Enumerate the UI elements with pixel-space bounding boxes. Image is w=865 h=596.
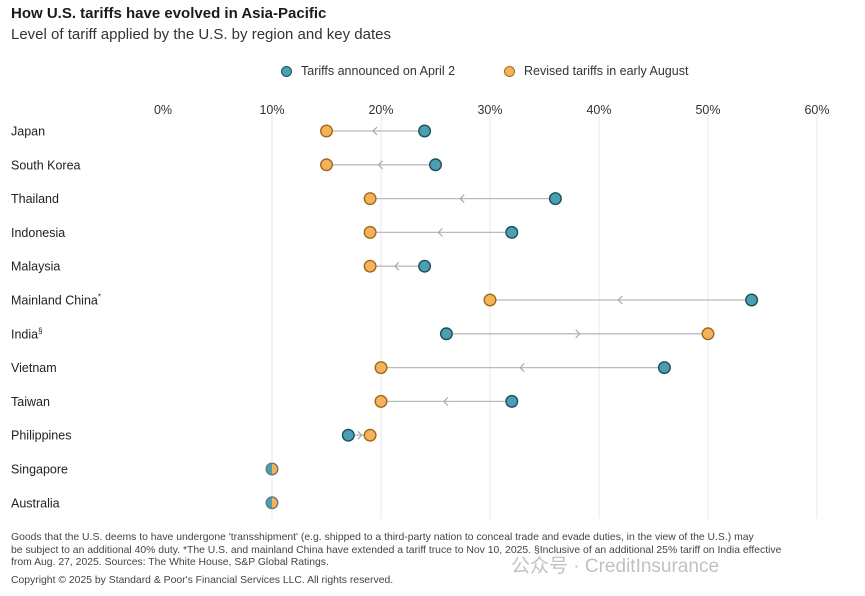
legend-label-april: Tariffs announced on April 2 (301, 64, 456, 78)
dot-april-taiwan (505, 394, 519, 408)
dot-april-thailand (548, 192, 562, 206)
dumbbell-chart: 0% 10% 20% 30% 40% 50% 60% Japan South Korea Thai… (11, 103, 830, 519)
dot-august-taiwan (374, 394, 388, 408)
chart-legend: Tariffs announced on April 2 Revised tar… (0, 64, 865, 84)
legend-swatch-august (504, 65, 515, 77)
chart-title: How U.S. tariffs have evolved in Asia-Pa… (11, 5, 327, 22)
category-label-south-korea: South Korea (11, 158, 81, 172)
dot-august-philippines (363, 428, 377, 442)
footnote: Goods that the U.S. deems to have underg… (11, 532, 851, 570)
copyright-notice: Copyright © 2025 by Standard & Poor's Fi… (11, 575, 394, 586)
dot-april-malaysia (418, 259, 432, 273)
direction-arrow-india (575, 329, 581, 339)
footnote-line-2: be subject to an additional 40% duty. *T… (11, 544, 782, 556)
legend-label-august: Revised tariffs in early August (524, 64, 689, 78)
dot-april-south-korea (429, 158, 443, 172)
direction-arrow-philippines (357, 430, 363, 440)
dot-outline-australia (265, 496, 279, 510)
category-label-taiwan: Taiwan (11, 395, 50, 409)
category-label-japan: Japan (11, 125, 45, 139)
category-label-philippines: Philippines (11, 429, 71, 443)
x-tick-label-60: 60% (804, 103, 829, 117)
footnote-line-1: Goods that the U.S. deems to have underg… (11, 532, 754, 543)
dot-august-malaysia (363, 259, 377, 273)
category-label-mainland-china: Mainland China* (11, 293, 101, 308)
category-footnote-mark: § (38, 326, 42, 335)
legend-swatch-april (281, 65, 292, 77)
dot-august-vietnam (374, 361, 388, 375)
x-tick-label-50: 50% (695, 103, 720, 117)
dot-august-mainland-china (483, 293, 497, 307)
footnote-line-3: from Aug. 27, 2025. Sources: The White H… (11, 557, 329, 569)
category-label-malaysia: Malaysia (11, 260, 60, 274)
dot-august-indonesia (363, 225, 377, 239)
dot-april-philippines (341, 428, 355, 442)
dot-april-indonesia (505, 225, 519, 239)
direction-arrow-indonesia (437, 227, 443, 237)
dot-april-india (439, 327, 453, 341)
direction-arrow-malaysia (394, 261, 400, 271)
dot-august-south-korea (320, 158, 334, 172)
chart-subtitle: Level of tariff applied by the U.S. by r… (11, 26, 391, 43)
legend-item-august: Revised tariffs in early August (504, 64, 688, 78)
x-tick-label-0: 0% (154, 103, 172, 117)
category-label-india: India§ (11, 326, 43, 341)
dot-april-japan (418, 124, 432, 138)
x-tick-label-40: 40% (586, 103, 611, 117)
dot-outline-singapore (265, 462, 279, 476)
direction-arrow-south-korea (377, 160, 383, 170)
dot-april-vietnam (657, 361, 671, 375)
direction-arrow-thailand (459, 194, 465, 204)
category-label-thailand: Thailand (11, 192, 59, 206)
direction-arrow-mainland-china (617, 295, 623, 305)
legend-item-april: Tariffs announced on April 2 (281, 64, 455, 78)
dot-august-thailand (363, 192, 377, 206)
x-tick-label-10: 10% (259, 103, 284, 117)
direction-arrow-vietnam (519, 363, 525, 373)
category-label-singapore: Singapore (11, 463, 68, 477)
category-label-indonesia: Indonesia (11, 226, 65, 240)
x-tick-label-20: 20% (368, 103, 393, 117)
watermark: 公众号 · CreditInsurance (511, 556, 720, 577)
dot-april-mainland-china (745, 293, 759, 307)
dot-august-japan (320, 124, 334, 138)
category-label-vietnam: Vietnam (11, 361, 57, 375)
x-tick-label-30: 30% (477, 103, 502, 117)
category-label-australia: Australia (11, 496, 60, 510)
category-footnote-mark: * (98, 293, 101, 302)
dot-august-india (701, 327, 715, 341)
direction-arrow-taiwan (443, 396, 449, 406)
direction-arrow-japan (372, 126, 378, 136)
